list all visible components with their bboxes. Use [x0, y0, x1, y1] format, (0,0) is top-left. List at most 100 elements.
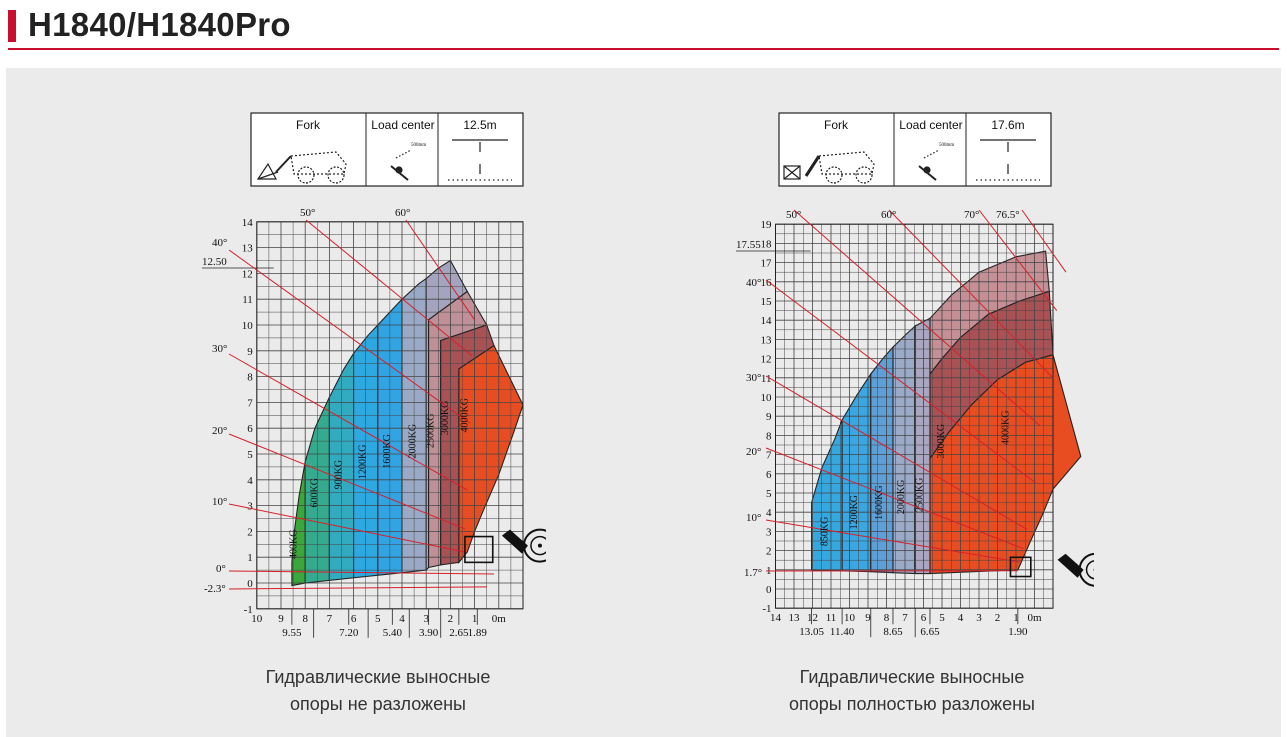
- y-tick-label: 14: [761, 315, 773, 327]
- x-tick-label: 8: [302, 613, 308, 625]
- x-tick-label: 9: [278, 613, 284, 625]
- y-tick-label: 12: [242, 268, 253, 280]
- x-extra-label: 2.65: [449, 627, 469, 638]
- wheel-axle: [537, 543, 542, 548]
- info-fork-label: Fork: [824, 118, 849, 132]
- load-zone: [291, 461, 306, 587]
- caption-line-1: Гидравлические выносные: [265, 667, 491, 687]
- x-tick-label: 11: [826, 612, 837, 624]
- y-tick-label: 9: [766, 411, 772, 423]
- angle-line: [228, 570, 494, 575]
- zone-label: 400KG: [289, 530, 300, 559]
- angle-label: -2.3°: [204, 583, 226, 595]
- y-tick-label: 2: [247, 526, 253, 538]
- zone-label: 4000KG: [1001, 410, 1012, 444]
- y-tick-label: 2: [766, 546, 772, 558]
- y-tick-label: 11: [242, 294, 253, 306]
- angle-label: 20°: [746, 446, 761, 458]
- angle-line: [305, 219, 473, 357]
- x-extra-label: 9.55: [282, 627, 302, 638]
- info-box: Fork Load center 12.5m 500mm: [250, 112, 524, 187]
- x-extra-label: 8.65: [883, 626, 903, 638]
- x-extra-label: 6.65: [920, 626, 940, 638]
- angle-line: [888, 209, 1054, 379]
- x-tick-label: 1: [472, 613, 478, 625]
- y-tick-label: 6: [247, 423, 253, 435]
- info-height-label: 17.6m: [991, 118, 1024, 132]
- zone-label: 1200KG: [358, 445, 369, 479]
- y-tick-label: 5: [247, 449, 253, 461]
- load-chart-outriggers-extended: Fork Load center 17.6m 500mm: [736, 112, 1094, 638]
- x-tick-label: 4: [958, 612, 964, 624]
- caption-outriggers-extended: Гидравлические выносные опоры полностью …: [722, 664, 1102, 718]
- y-tick-label: 7: [766, 450, 772, 462]
- grid-border: [256, 221, 524, 610]
- y-tick-label: 1: [247, 552, 253, 564]
- angle-label: 10°: [212, 496, 227, 508]
- x-extra-label: 5.40: [383, 627, 403, 638]
- zone-labels: 850KG 1200KG 1600KG 2000KG 2500KG 3000KG 4000K…: [819, 410, 1011, 546]
- info-height-label: 12.5m: [463, 118, 496, 132]
- x-extra-label: 1.90: [1008, 626, 1028, 638]
- x-extra-label: 11.40: [830, 626, 855, 638]
- info-load-center-label: Load center: [899, 118, 962, 132]
- x-tick-label: 2: [995, 612, 1001, 624]
- x-tick-label: 3: [976, 612, 982, 624]
- y-tick-label: 0: [766, 584, 772, 596]
- zone-label: 2500KG: [915, 478, 926, 512]
- angle-line: [228, 586, 487, 590]
- wheel-hub: [530, 535, 546, 556]
- x-tick-label: 8: [884, 612, 890, 624]
- angle-line: [765, 447, 1024, 550]
- x-tick-label: 13: [789, 612, 801, 624]
- angle-label: 60°: [881, 209, 896, 221]
- y-tick-label: 16: [761, 277, 773, 289]
- angle-line: [765, 375, 1028, 530]
- height-icon: [448, 139, 512, 181]
- info-box: Fork Load center 17.6m 500mm: [778, 112, 1052, 187]
- zone-label: 2000KG: [896, 480, 907, 514]
- x-extra-label: 13.05: [799, 626, 824, 638]
- x-tick-label: 10: [251, 613, 263, 625]
- angle-label: 70°: [964, 209, 979, 221]
- x-extra-label: 1.89: [468, 627, 488, 638]
- machine-icon: [1009, 552, 1094, 587]
- page-title: H1840/H1840Pro: [28, 6, 291, 43]
- header-accent-bar: [8, 10, 16, 42]
- x-tick-label: 5: [939, 612, 945, 624]
- y-tick-label: 12: [761, 354, 772, 366]
- angle-label: 10°: [746, 512, 761, 524]
- y-tick-label: 4: [247, 475, 253, 487]
- grid-border: [775, 223, 1054, 609]
- wheel-hub: [1085, 560, 1094, 580]
- caption-line-2: опоры полностью разложены: [789, 694, 1035, 714]
- header-divider: [8, 48, 1279, 50]
- angle-line: [978, 209, 1058, 311]
- angle-line: [765, 279, 1037, 484]
- load-zone: [841, 372, 872, 573]
- y-tick-label: -1: [244, 604, 253, 616]
- y-tick-label: 13: [761, 334, 773, 346]
- caption-line-1: Гидравлические выносные: [799, 667, 1025, 687]
- zone-label: 2500KG: [425, 414, 436, 448]
- angle-label: 20°: [212, 425, 227, 437]
- angle-line: [765, 519, 1020, 563]
- y-tick-label: 11: [761, 373, 772, 385]
- zone-label: 850KG: [819, 517, 830, 546]
- angle-label: 50°: [300, 207, 315, 219]
- y-tick-label: 5: [766, 488, 772, 500]
- zone-label: 1600KG: [382, 434, 393, 468]
- y-tick-label: 14: [242, 217, 254, 229]
- zone-label: 4000KG: [459, 398, 470, 432]
- y-tick-label: 6: [766, 469, 772, 481]
- y-tick-label: 19: [761, 219, 773, 231]
- zone-label: 600KG: [309, 478, 320, 507]
- y-tick-label: -1: [762, 603, 771, 615]
- load-box: [1009, 556, 1032, 578]
- info-fork-label: Fork: [296, 118, 321, 132]
- angle-line: [228, 433, 466, 530]
- angle-label: 60°: [395, 207, 410, 219]
- y-tick-label: 4: [766, 507, 772, 519]
